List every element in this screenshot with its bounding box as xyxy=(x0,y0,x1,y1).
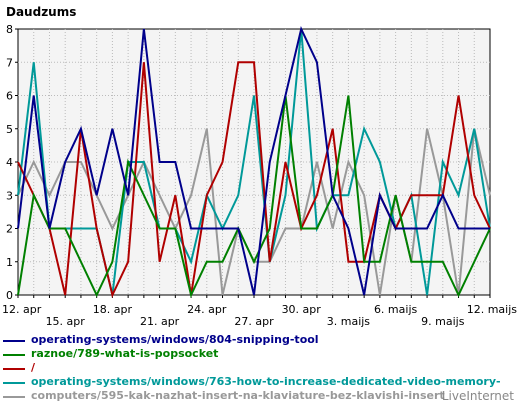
legend-label: computers/595-kak-nazhat-insert-na-klavi… xyxy=(31,389,445,402)
line-chart: Daudzums 0 1 2 3 4 5 6 7 8 12. apr 18. apr 24. apr… xyxy=(2,5,517,328)
x-tick-label: 30. apr xyxy=(282,303,322,316)
x-tick-label: 27. apr xyxy=(234,315,274,328)
legend-swatch xyxy=(3,354,25,356)
x-tick-label: 24. apr xyxy=(187,303,227,316)
legend-item: operating-systems/windows/804-snipping-t… xyxy=(0,333,520,347)
series-line xyxy=(17,95,491,299)
y-tick-label: 8 xyxy=(6,23,13,36)
series-line xyxy=(17,25,490,296)
legend-item: raznoe/789-what-is-popsocket xyxy=(0,347,520,361)
x-axis: 12. apr 18. apr 24. apr 30. apr 6. maijs 12. … xyxy=(2,295,517,328)
y-tick-label: 6 xyxy=(6,90,13,103)
x-tick-label: 9. maijs xyxy=(421,315,465,328)
y-tick-label: 1 xyxy=(6,256,13,269)
x-tick-label: 15. apr xyxy=(46,315,86,328)
legend-label: operating-systems/windows/804-snipping-t… xyxy=(31,333,319,346)
x-tick-label: 21. apr xyxy=(140,315,180,328)
legend: operating-systems/windows/804-snipping-t… xyxy=(0,333,520,405)
x-tick-label: 6. maijs xyxy=(374,303,418,316)
y-tick-label: 3 xyxy=(6,189,13,202)
x-tick-label: 12. maijs xyxy=(467,303,518,316)
x-tick-label: 12. apr xyxy=(2,303,42,316)
y-tick-label: 5 xyxy=(6,123,13,136)
legend-item: computers/595-kak-nazhat-insert-na-klavi… xyxy=(0,389,520,403)
legend-item: operating-systems/windows/763-how-to-inc… xyxy=(0,375,520,389)
y-tick-label: 0 xyxy=(6,289,13,302)
legend-label: / xyxy=(31,361,36,374)
legend-swatch xyxy=(3,396,25,398)
series-lines xyxy=(17,25,491,299)
x-tick-label: 3. maijs xyxy=(327,315,371,328)
y-tick-label: 2 xyxy=(6,223,13,236)
legend-swatch xyxy=(3,340,25,342)
y-tick-label: 7 xyxy=(6,56,13,69)
legend-item: / xyxy=(0,361,520,375)
watermark: LiveInternet xyxy=(441,389,514,403)
legend-swatch xyxy=(3,382,25,384)
y-axis: 0 1 2 3 4 5 6 7 8 xyxy=(6,23,18,302)
legend-label: raznoe/789-what-is-popsocket xyxy=(31,347,219,360)
chart-title: Daudzums xyxy=(6,5,76,19)
y-tick-label: 4 xyxy=(6,156,13,169)
x-tick-label: 18. apr xyxy=(93,303,133,316)
series-line xyxy=(17,61,491,299)
legend-swatch xyxy=(3,368,25,370)
legend-label: operating-systems/windows/763-how-to-inc… xyxy=(31,375,501,388)
